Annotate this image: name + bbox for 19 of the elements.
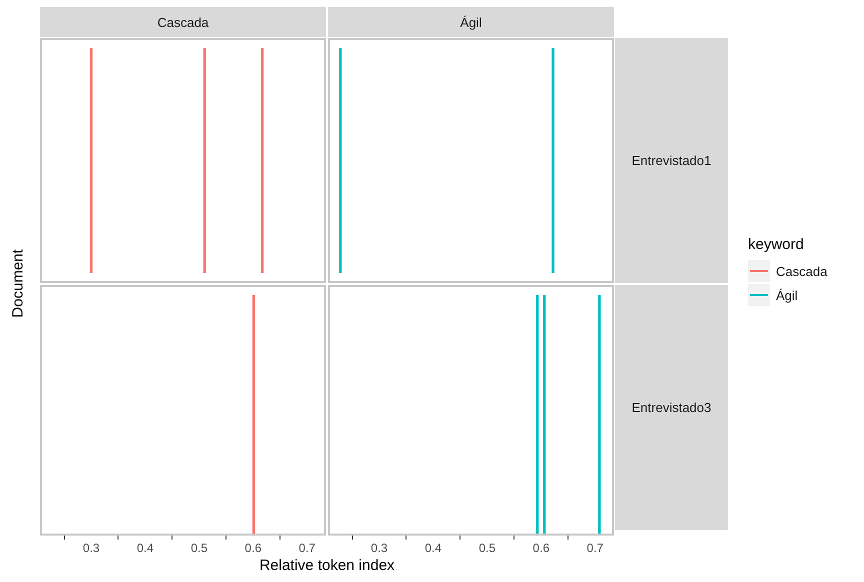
y2-axis-title: Entrevistado1 bbox=[615, 38, 728, 283]
x-tick-label: 0.3 bbox=[370, 541, 388, 556]
x-tick-label: 0.5 bbox=[190, 541, 208, 556]
x-tick-label: 0.6 bbox=[532, 541, 550, 556]
x-tick-label: 0.4 bbox=[136, 541, 154, 556]
x-tick-label: 0.7 bbox=[586, 541, 604, 556]
legend-title: keyword bbox=[748, 236, 805, 253]
y-axis-title: Document bbox=[10, 248, 26, 320]
x-tick-label: 0.4 bbox=[424, 541, 442, 556]
y2-axis-title: Entrevistado3 bbox=[615, 285, 728, 530]
x-axis-title: Relative token index bbox=[258, 557, 396, 574]
legend-label: Ágil bbox=[776, 288, 798, 302]
chart-title: Ágil bbox=[328, 7, 614, 37]
x-tick-label: 0.6 bbox=[244, 541, 262, 556]
x-tick-label: 0.3 bbox=[82, 541, 100, 556]
x-tick-label: 0.5 bbox=[478, 541, 496, 556]
x-tick-label: 0.7 bbox=[298, 541, 316, 556]
chart-title: Cascada bbox=[40, 7, 326, 37]
legend-label: Cascada bbox=[776, 264, 828, 278]
